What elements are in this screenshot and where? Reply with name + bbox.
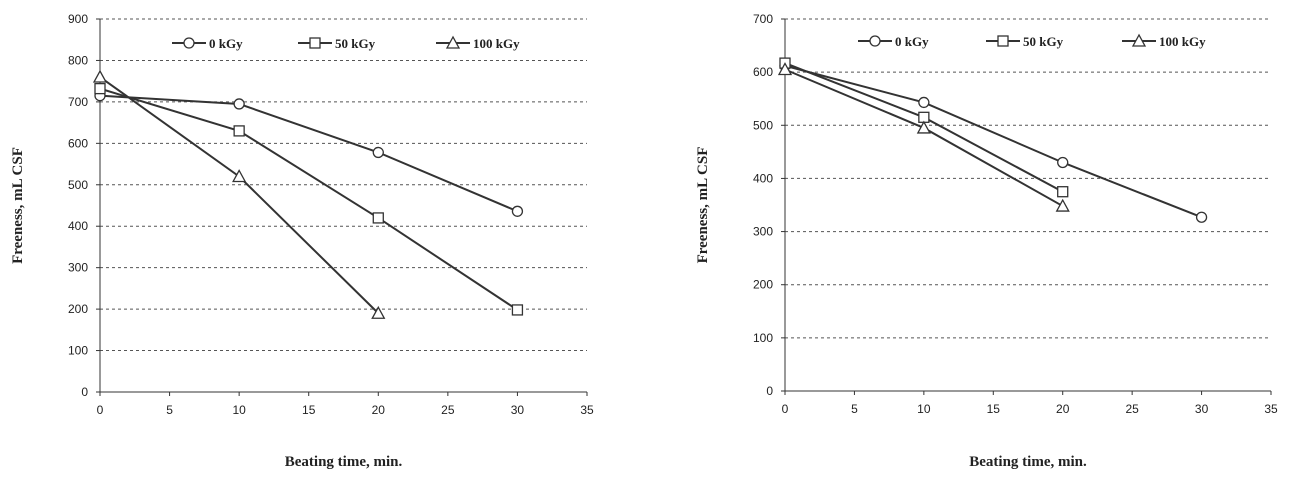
y-tick-label: 600 bbox=[753, 65, 773, 79]
legend-item: 100 kGy bbox=[1122, 33, 1206, 49]
series-line bbox=[99, 76, 379, 314]
data-point bbox=[511, 205, 524, 217]
legend-item: 0 kGy bbox=[858, 34, 929, 49]
x-tick-label: 0 bbox=[782, 402, 789, 416]
x-tick-label: 10 bbox=[232, 403, 246, 417]
data-point bbox=[1057, 156, 1069, 169]
data-point bbox=[1055, 198, 1070, 212]
y-tick-label: 200 bbox=[68, 302, 88, 316]
y-tick-label: 400 bbox=[68, 219, 88, 233]
x-tick-label: 0 bbox=[97, 403, 104, 417]
y-tick-label: 900 bbox=[68, 12, 88, 26]
data-point bbox=[233, 98, 245, 110]
y-tick-label: 700 bbox=[753, 12, 773, 26]
data-point bbox=[92, 69, 108, 83]
x-tick-label: 10 bbox=[917, 402, 931, 416]
data-point bbox=[777, 62, 793, 76]
legend-marker bbox=[869, 35, 881, 47]
series-100-kgy bbox=[92, 69, 386, 319]
y-axis-title: Freeness, mL CSF bbox=[10, 147, 26, 264]
x-tick-label: 25 bbox=[1125, 402, 1139, 416]
x-tick-label: 5 bbox=[851, 402, 858, 416]
series-line bbox=[784, 64, 1202, 219]
legend-marker bbox=[997, 35, 1009, 47]
series-line bbox=[99, 87, 518, 311]
data-point bbox=[372, 146, 384, 159]
y-tick-label: 500 bbox=[753, 118, 773, 132]
legend-marker bbox=[1131, 33, 1147, 47]
x-axis-title: Beating time, min. bbox=[285, 454, 403, 470]
data-point bbox=[371, 305, 386, 319]
data-point bbox=[511, 304, 524, 316]
series-line bbox=[99, 94, 518, 213]
legend-marker bbox=[183, 37, 195, 49]
x-tick-label: 15 bbox=[987, 402, 1001, 416]
y-tick-label: 0 bbox=[766, 384, 773, 398]
legend-marker bbox=[445, 35, 461, 49]
y-axis-title: Freeness, mL CSF bbox=[695, 147, 711, 264]
y-tick-label: 100 bbox=[68, 344, 88, 358]
data-point bbox=[372, 212, 384, 224]
y-tick-label: 100 bbox=[753, 331, 773, 345]
series-line bbox=[784, 68, 1064, 207]
x-tick-label: 35 bbox=[1264, 402, 1278, 416]
data-point bbox=[1195, 211, 1208, 223]
data-point bbox=[916, 120, 931, 134]
x-tick-label: 20 bbox=[372, 403, 386, 417]
series-0-kgy bbox=[779, 60, 1208, 223]
series-0-kgy bbox=[94, 90, 524, 217]
y-tick-label: 300 bbox=[753, 225, 773, 239]
y-tick-label: 0 bbox=[81, 385, 88, 399]
data-point bbox=[232, 169, 247, 183]
data-point bbox=[918, 96, 930, 109]
x-tick-label: 30 bbox=[1195, 402, 1209, 416]
x-tick-label: 25 bbox=[441, 403, 455, 417]
y-tick-label: 500 bbox=[68, 178, 88, 192]
y-tick-label: 800 bbox=[68, 53, 88, 67]
chart-2: 0 100 200 300 400 500 600 700 0 5 10 15 20 25 30 35 Beat… bbox=[695, 12, 1278, 470]
legend-label: 0 kGy bbox=[895, 34, 929, 49]
legend-label: 50 kGy bbox=[1023, 34, 1064, 49]
legend-label: 100 kGy bbox=[1159, 34, 1206, 49]
y-tick-label: 300 bbox=[68, 261, 88, 275]
legend-label: 50 kGy bbox=[335, 36, 376, 51]
x-axis-title: Beating time, min. bbox=[969, 454, 1087, 470]
x-tick-label: 5 bbox=[166, 403, 173, 417]
data-point bbox=[1057, 186, 1069, 198]
legend-label: 100 kGy bbox=[473, 36, 520, 51]
series-50-kgy bbox=[94, 82, 524, 316]
chart-1: 0 100 200 300 400 500 600 700 800 900 0 5 10 15 20 25 30… bbox=[10, 12, 594, 470]
legend-item: 100 kGy bbox=[436, 35, 520, 51]
x-tick-label: 35 bbox=[580, 403, 594, 417]
y-tick-label: 600 bbox=[68, 136, 88, 150]
series-100-kgy bbox=[777, 62, 1070, 212]
data-point bbox=[94, 82, 106, 95]
legend-item: 50 kGy bbox=[986, 34, 1064, 49]
y-tick-label: 700 bbox=[68, 95, 88, 109]
legend-item: 0 kGy bbox=[172, 36, 243, 51]
x-tick-label: 30 bbox=[511, 403, 525, 417]
x-tick-label: 15 bbox=[302, 403, 316, 417]
data-point bbox=[233, 125, 245, 137]
legend-item: 50 kGy bbox=[298, 36, 376, 51]
legend-marker bbox=[309, 37, 321, 49]
y-tick-label: 200 bbox=[753, 278, 773, 292]
x-tick-label: 20 bbox=[1056, 402, 1070, 416]
y-tick-label: 400 bbox=[753, 171, 773, 185]
legend-label: 0 kGy bbox=[209, 36, 243, 51]
